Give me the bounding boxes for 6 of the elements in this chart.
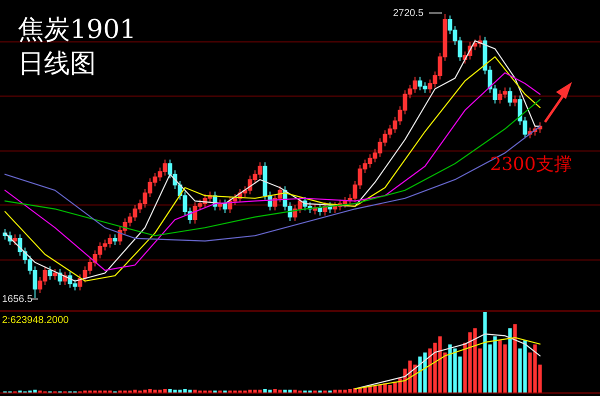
chart-title: 焦炭1901 <box>18 15 136 45</box>
annotation: 2:623948.2000 <box>2 315 70 326</box>
annotation: 1656.5 <box>2 294 34 305</box>
annotation: 2300支撑 <box>490 154 572 175</box>
text: 日线图 <box>18 49 96 79</box>
annotation: 2720.5 <box>393 8 424 19</box>
